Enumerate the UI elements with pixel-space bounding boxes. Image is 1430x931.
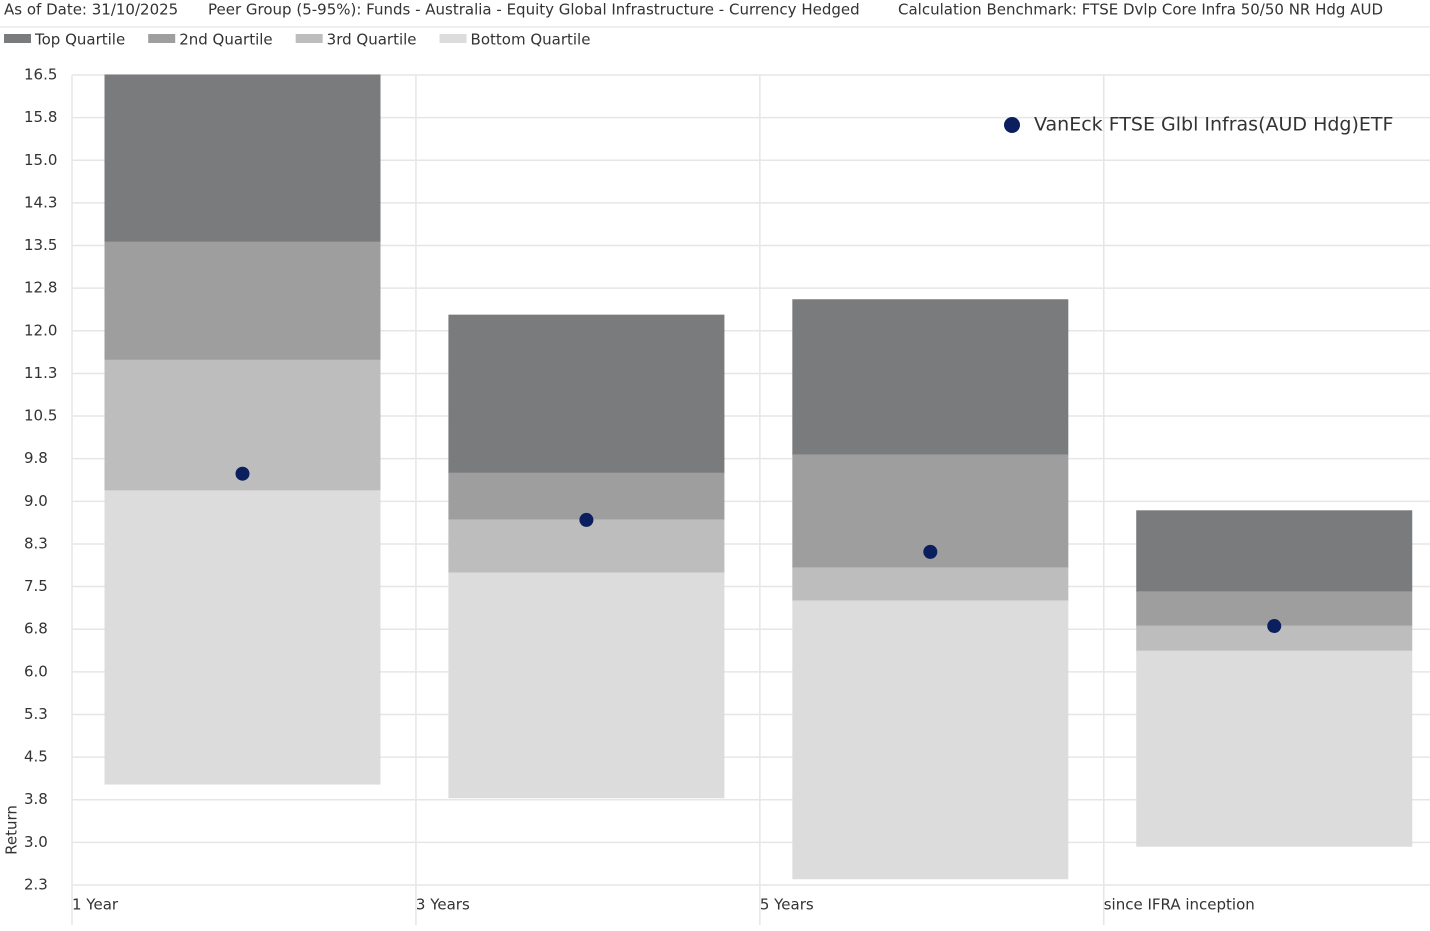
legend-label: 3rd Quartile <box>327 31 417 49</box>
x-tick-label: 5 Years <box>760 896 814 914</box>
y-tick-label: 9.8 <box>24 449 48 467</box>
y-tick-label: 5.3 <box>24 705 48 723</box>
y-tick-label: 7.5 <box>24 577 48 595</box>
legend-label: Top Quartile <box>34 31 125 49</box>
y-tick-label: 13.5 <box>24 236 57 254</box>
y-tick-label: 3.8 <box>24 790 48 808</box>
x-tick-label: 3 Years <box>416 896 470 914</box>
header-benchmark: Calculation Benchmark: FTSE Dvlp Core In… <box>898 1 1383 19</box>
fund-point <box>1267 619 1282 634</box>
quartile-segment <box>104 241 381 361</box>
legend-point <box>1004 117 1020 133</box>
y-tick-label: 6.0 <box>24 662 48 680</box>
y-tick-label: 2.3 <box>24 876 48 894</box>
legend-label: Bottom Quartile <box>471 31 591 49</box>
legend-swatch <box>439 34 467 43</box>
quartile-segment <box>1136 510 1413 593</box>
legend-label: VanEck FTSE Glbl Infras(AUD Hdg)ETF <box>1034 114 1393 136</box>
quartile-segment <box>792 600 1069 880</box>
y-tick-label: 6.8 <box>24 620 48 638</box>
y-tick-label: 9.0 <box>24 492 48 510</box>
quartile-segment <box>448 572 725 799</box>
y-tick-label: 3.0 <box>24 833 48 851</box>
quartile-segment <box>448 519 725 574</box>
fund-point <box>579 512 594 527</box>
quartile-segment <box>104 74 381 243</box>
quartile-segment <box>104 490 381 785</box>
header-peer: Peer Group (5-95%): Funds - Australia - … <box>208 1 860 19</box>
header-date: As of Date: 31/10/2025 <box>4 1 178 19</box>
quartile-segment <box>792 567 1069 602</box>
fund-point <box>235 466 250 481</box>
quartile-segment <box>448 314 725 474</box>
y-tick-label: 8.3 <box>24 534 48 552</box>
y-tick-label: 15.8 <box>24 108 57 126</box>
legend-swatch <box>4 34 31 43</box>
y-axis-label: Return <box>3 805 21 855</box>
quartile-segment <box>792 299 1069 456</box>
legend-label: 2nd Quartile <box>179 31 272 49</box>
y-tick-label: 12.0 <box>24 321 57 339</box>
x-tick-label: since IFRA inception <box>1104 896 1255 914</box>
legend-swatch <box>295 34 323 43</box>
y-tick-label: 10.5 <box>24 407 57 425</box>
quartile-segment <box>1136 650 1413 847</box>
fund-point <box>923 544 938 559</box>
legend-swatch <box>148 34 176 43</box>
x-tick-label: 1 Year <box>72 896 119 914</box>
y-tick-label: 16.5 <box>24 66 57 84</box>
y-tick-label: 12.8 <box>24 279 57 297</box>
quartile-segment <box>448 472 725 521</box>
y-tick-label: 11.3 <box>24 364 57 382</box>
y-tick-label: 14.3 <box>24 193 57 211</box>
y-tick-label: 4.5 <box>24 748 48 766</box>
y-tick-label: 15.0 <box>24 151 57 169</box>
